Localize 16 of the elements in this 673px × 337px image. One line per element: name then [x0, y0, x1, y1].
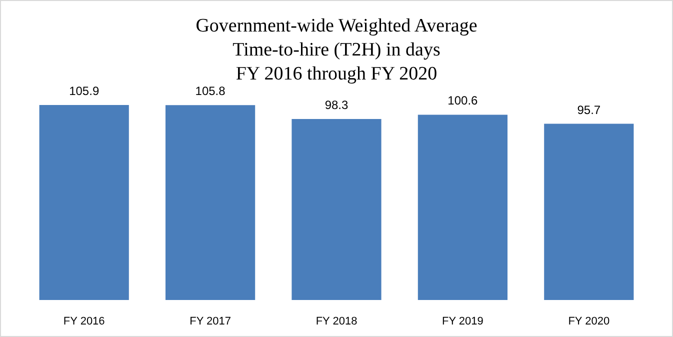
- data-label: 100.6: [448, 94, 478, 108]
- data-label: 98.3: [324, 98, 348, 112]
- x-tick-label: FY 2016: [63, 316, 105, 328]
- bar: [418, 114, 508, 300]
- chart-title: Government-wide Weighted Average Time-to-hire (T2H) in days FY 2016 through FY 2020: [196, 16, 478, 84]
- bar: [166, 105, 256, 300]
- data-label: 95.7: [577, 102, 601, 117]
- bar: [39, 104, 129, 300]
- bar: [292, 118, 382, 300]
- x-tick-label: FY 2019: [442, 316, 484, 328]
- x-tick-label: FY 2017: [190, 316, 231, 328]
- x-tick-label: FY 2018: [316, 316, 358, 328]
- data-label: 105.9: [69, 84, 100, 98]
- data-label: 105.8: [195, 84, 226, 98]
- x-tick-label: FY 2020: [568, 316, 610, 328]
- bar: [544, 124, 634, 300]
